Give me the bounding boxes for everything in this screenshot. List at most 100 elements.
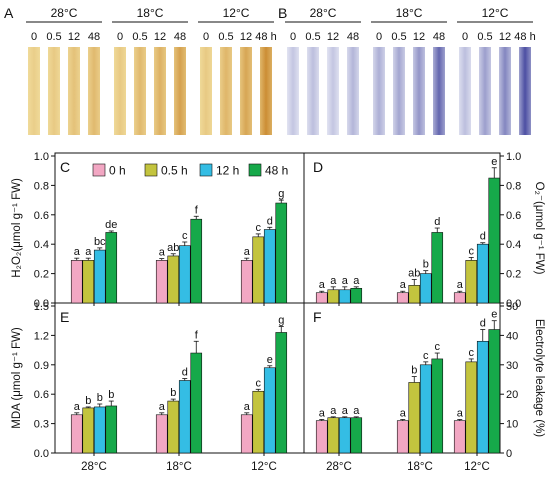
bar [315, 292, 328, 304]
x-category-label: 18°C [407, 461, 433, 473]
bar [155, 260, 168, 304]
significance-letter: g [278, 188, 284, 200]
temperature-label: 28°C [51, 6, 78, 20]
bar [488, 329, 501, 454]
y-axis-label: O₂⁻(μmol g⁻¹ FW) [533, 182, 545, 275]
stained-leaf-segment [307, 47, 319, 135]
bar [167, 400, 180, 454]
legend-swatch [199, 163, 213, 177]
bar [105, 232, 118, 304]
stained-leaf-segment [88, 47, 100, 135]
bar [408, 382, 421, 454]
bar [465, 361, 478, 454]
time-label: 0.5 [132, 31, 147, 43]
stained-leaf-segment [200, 47, 212, 135]
stained-leaf-segment [479, 47, 491, 135]
bar [190, 352, 203, 454]
y-tick-label: 1.0 [506, 151, 521, 163]
bar [263, 229, 276, 304]
time-label: 48 [433, 31, 445, 43]
bar [465, 260, 478, 304]
stained-leaf-segment [154, 47, 166, 135]
bar [178, 380, 191, 454]
y-tick-label: 0.2 [506, 269, 521, 281]
significance-letter: de [105, 219, 117, 231]
bar [350, 417, 363, 454]
bar [70, 414, 83, 454]
bar [315, 420, 328, 454]
time-label: 0 [462, 31, 468, 43]
y-tick-label: 0.3 [34, 419, 49, 431]
stained-leaf-segment [240, 47, 252, 135]
y-tick-label: 1.5 [34, 301, 49, 313]
stained-leaf-segment [260, 47, 272, 135]
significance-letter: b [85, 395, 91, 407]
legend-label: 48 h [265, 164, 288, 178]
y-tick-label: 1.0 [34, 151, 49, 163]
time-label: 48 [347, 31, 359, 43]
significance-letter: d [480, 231, 486, 243]
stained-leaf-segment [48, 47, 60, 135]
time-label: 0.5 [305, 31, 320, 43]
bar [155, 414, 168, 454]
bar [275, 202, 288, 304]
y-tick-label: 0.0 [34, 298, 49, 310]
significance-letter: a [244, 246, 251, 258]
significance-letter: b [108, 389, 114, 401]
significance-letter: b [423, 259, 429, 271]
time-label: 12 [240, 31, 252, 43]
time-label: 48 h [514, 31, 535, 43]
significance-letter: a [400, 407, 407, 419]
stained-leaf-segment [174, 47, 186, 135]
y-axis-label: Electrolyte leakage (%) [533, 319, 545, 437]
time-label: 12 [499, 31, 511, 43]
y-tick-label: 50 [506, 301, 518, 313]
bar [252, 236, 265, 304]
significance-letter: a [330, 275, 337, 287]
x-category-label: 12°C [251, 461, 277, 473]
bar [453, 292, 466, 304]
temperature-label: 28°C [310, 6, 337, 20]
stained-leaf-segment [114, 47, 126, 135]
significance-letter: a [319, 407, 326, 419]
significance-letter: a [85, 246, 92, 258]
bar [275, 332, 288, 454]
time-label: 0 [117, 31, 123, 43]
time-label: 0 [203, 31, 209, 43]
stained-leaf-segment [459, 47, 471, 135]
significance-letter: a [457, 279, 464, 291]
temperature-label: 18°C [137, 6, 164, 20]
legend-label: 12 h [216, 164, 239, 178]
time-label: 0 [290, 31, 296, 43]
significance-letter: b [170, 387, 176, 399]
significance-letter: a [244, 401, 251, 413]
y-tick-label: 0 [506, 448, 512, 460]
bar [167, 255, 180, 304]
y-tick-label: 0.8 [506, 180, 521, 192]
panel-label-f: F [313, 309, 322, 325]
bar [476, 340, 489, 454]
significance-letter: d [480, 318, 486, 330]
panel-label-a: A [4, 5, 14, 21]
y-tick-label: 0.0 [34, 448, 49, 460]
bar-chart-d: 0.00.20.40.60.81.0O₂⁻(μmol g⁻¹ FW)a a a a aa… [315, 151, 545, 310]
time-label: 0.5 [46, 31, 61, 43]
significance-letter: f [195, 204, 199, 216]
y-tick-label: 0.6 [34, 389, 49, 401]
y-tick-label: 40 [506, 330, 518, 342]
y-tick-label: 0.2 [34, 269, 49, 281]
legend-swatch [144, 163, 158, 177]
bar [327, 417, 340, 454]
bar [263, 367, 276, 454]
stained-leaf-segment [393, 47, 405, 135]
y-tick-label: 1.2 [34, 330, 49, 342]
time-label: 48 [88, 31, 100, 43]
y-axis-label: H₂O₂(μmol g⁻¹ FW) [11, 178, 23, 278]
bar [419, 364, 432, 454]
x-category-label: 28°C [326, 461, 352, 473]
significance-letter: a [74, 246, 81, 258]
significance-letter: ab [167, 242, 179, 254]
